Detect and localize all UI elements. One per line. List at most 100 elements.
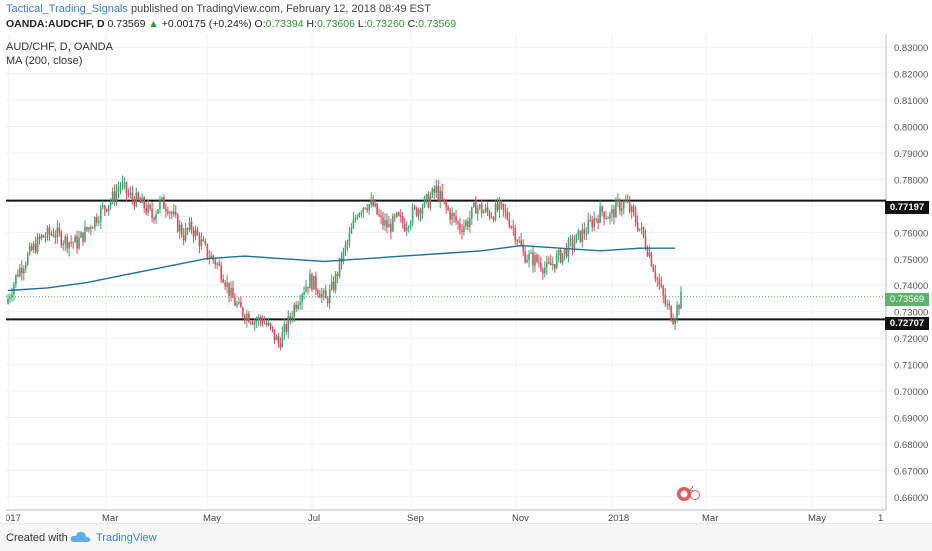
candle-up [184,228,187,241]
candle-down [636,222,639,231]
y-tick-label: 0.70000 [894,387,928,398]
earnings-flag-icon: 2 [677,484,700,501]
candle-down [224,282,226,287]
candle-down [447,207,449,211]
candle-up [563,248,566,254]
candle-down [143,197,145,208]
candle-up [24,264,27,269]
x-tick-label: Mar [102,513,118,523]
candle-down [196,229,199,236]
candle-down [307,286,309,289]
candle-up [303,291,305,295]
candle-up [476,207,479,214]
candle-down [571,239,574,248]
x-tick-label: Jul [308,513,320,523]
candle-down [394,215,396,217]
candle-up [526,259,528,263]
candle-down [656,278,659,280]
candle-down [332,281,335,291]
candle-up [19,267,21,277]
candle-down [654,271,657,279]
candle-up [555,255,558,269]
close-value: 0.73569 [418,18,457,30]
candle-down [522,245,524,252]
change-arrow-icon: ▲ [148,18,159,30]
candle-up [648,253,651,256]
candle-down [399,215,402,217]
candle-down [139,199,142,203]
candle-down [510,226,513,228]
price-chart[interactable]: 0.83000 0.82000 0.81000 0.80000 0.79000 0.780… [5,34,932,524]
candle-up [169,212,171,214]
candle-down [490,217,493,219]
candle-up [392,215,394,232]
candle-up [609,213,611,219]
candle-down [326,298,329,303]
badge-count: 2 [689,486,694,493]
candle-up [407,226,410,228]
candle-up [46,227,49,238]
candle-up [551,264,554,266]
candle-up [159,199,161,210]
candle-down [536,254,538,262]
candle-down [427,194,430,208]
tradingview-brand-link[interactable]: TradingView [96,532,157,544]
candle-up [423,197,426,207]
ma-200-line [7,244,676,292]
candle-up [119,186,122,189]
events-badge[interactable]: 2 [676,484,700,502]
candle-up [411,207,414,223]
candle-up [74,236,76,243]
candle-down [70,242,72,244]
candle-up [360,212,363,214]
candle-down [192,229,195,237]
candle-up [368,204,370,211]
low-value: 0.73260 [366,18,405,30]
y-tick-label: 0.66000 [894,493,928,504]
candle-down [619,200,621,211]
candle-down [591,220,594,228]
candle-down [540,262,542,270]
candle-down [652,266,655,272]
candle-down [488,211,491,218]
candle-down [579,230,582,242]
candle-down [433,188,436,193]
candle-up [622,201,625,209]
candle-down [504,209,507,212]
chart-area[interactable]: 0.83000 0.82000 0.81000 0.80000 0.79000 0.780… [5,34,932,524]
candle-up [44,237,47,239]
y-tick-label: 0.73000 [894,308,928,319]
candle-down [595,218,597,220]
candle-up [322,290,325,294]
candle-up [78,237,80,249]
candle-down [644,236,647,248]
candle-up [293,304,295,317]
candle-down [228,282,230,296]
candle-down [502,203,505,210]
candle-up [621,208,623,211]
candle-up [518,240,520,242]
footer-bar: Created with TradingView [0,523,932,551]
candle-up [7,298,9,304]
candle-up [257,316,260,321]
candle-down [190,221,193,230]
candle-up [13,283,15,295]
candle-down [441,191,444,200]
candle-down [549,262,552,266]
candle-down [386,220,388,228]
open-label: O: [254,18,266,30]
candle-down [506,211,509,219]
author-link[interactable]: Tactical_Trading_Signals [6,3,128,15]
candle-down [524,251,526,263]
candle-up [309,274,311,289]
candle-down [265,322,268,325]
y-tick-label: 0.69000 [894,413,928,424]
candle-down [453,213,455,217]
low-label: L: [357,18,367,30]
candle-down [664,295,667,305]
candle-up [109,201,112,206]
candle-up [226,282,228,287]
candle-up [62,243,65,246]
candle-down [242,307,244,316]
support-price-label: 0.72707 [885,317,929,330]
